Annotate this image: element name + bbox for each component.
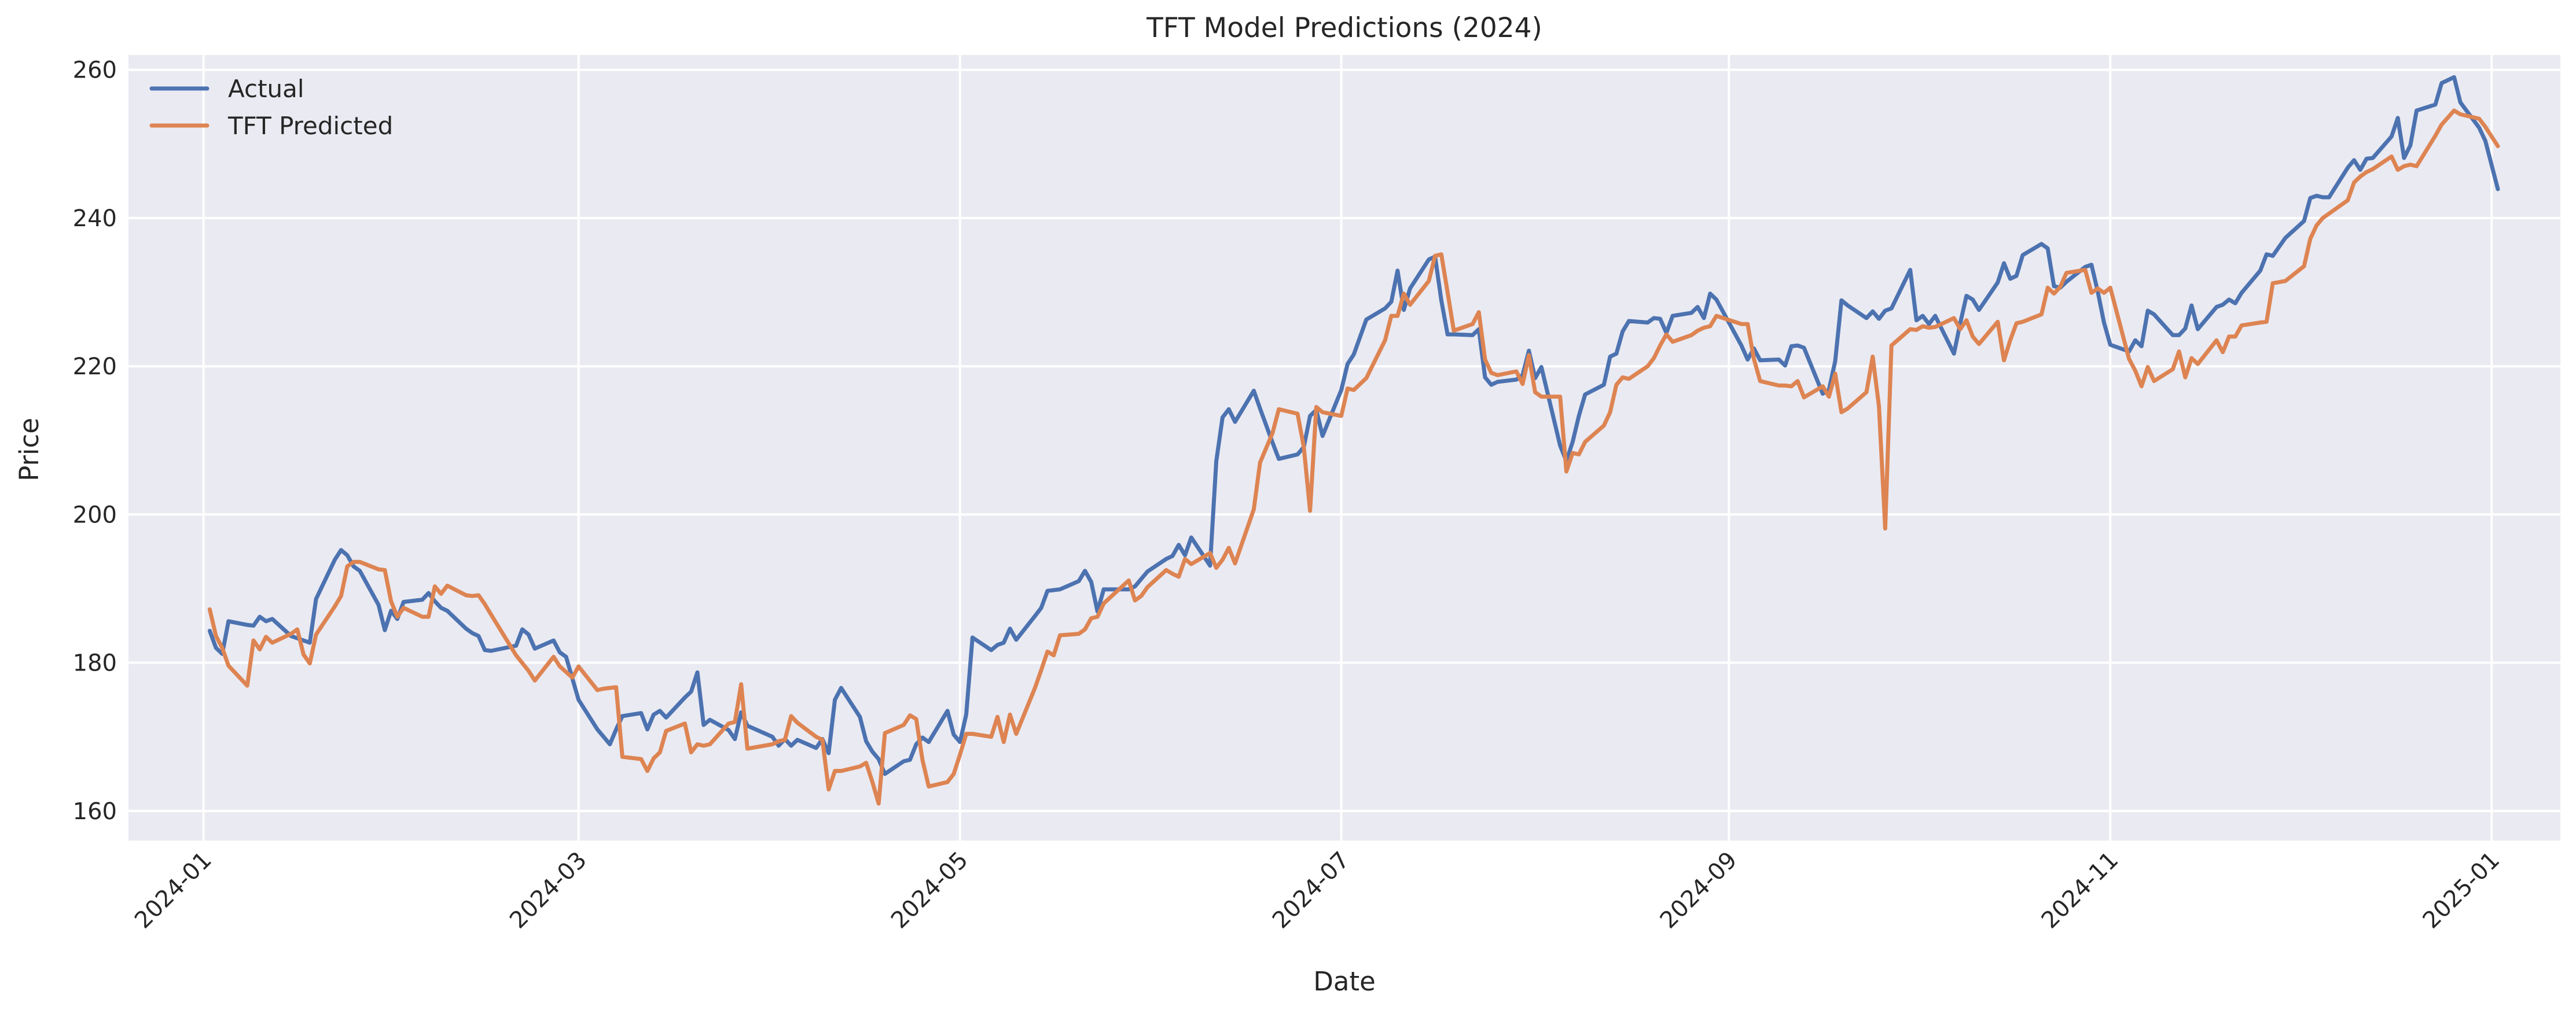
legend: Actual TFT Predicted <box>149 75 393 140</box>
series-line-actual <box>207 75 2500 776</box>
grid-lines <box>128 55 2560 841</box>
legend-label: TFT Predicted <box>227 112 393 140</box>
plot-area <box>128 55 2560 841</box>
y-tick-label: 200 <box>73 502 117 528</box>
series-line-tft-predicted <box>207 108 2500 806</box>
y-tick-label: 160 <box>73 798 117 825</box>
y-tick-labels: 160 180 200 220 240 260 <box>73 57 117 825</box>
series-layer <box>207 75 2500 806</box>
x-axis-title: Date <box>1313 966 1376 997</box>
y-tick-label: 220 <box>73 353 117 380</box>
y-axis-title: Price <box>14 418 45 481</box>
y-tick-label: 260 <box>73 57 117 84</box>
chart-title: TFT Model Predictions (2024) <box>1146 12 1542 44</box>
y-tick-label: 180 <box>73 650 117 677</box>
y-tick-label: 240 <box>73 205 117 232</box>
legend-label: Actual <box>228 75 304 103</box>
